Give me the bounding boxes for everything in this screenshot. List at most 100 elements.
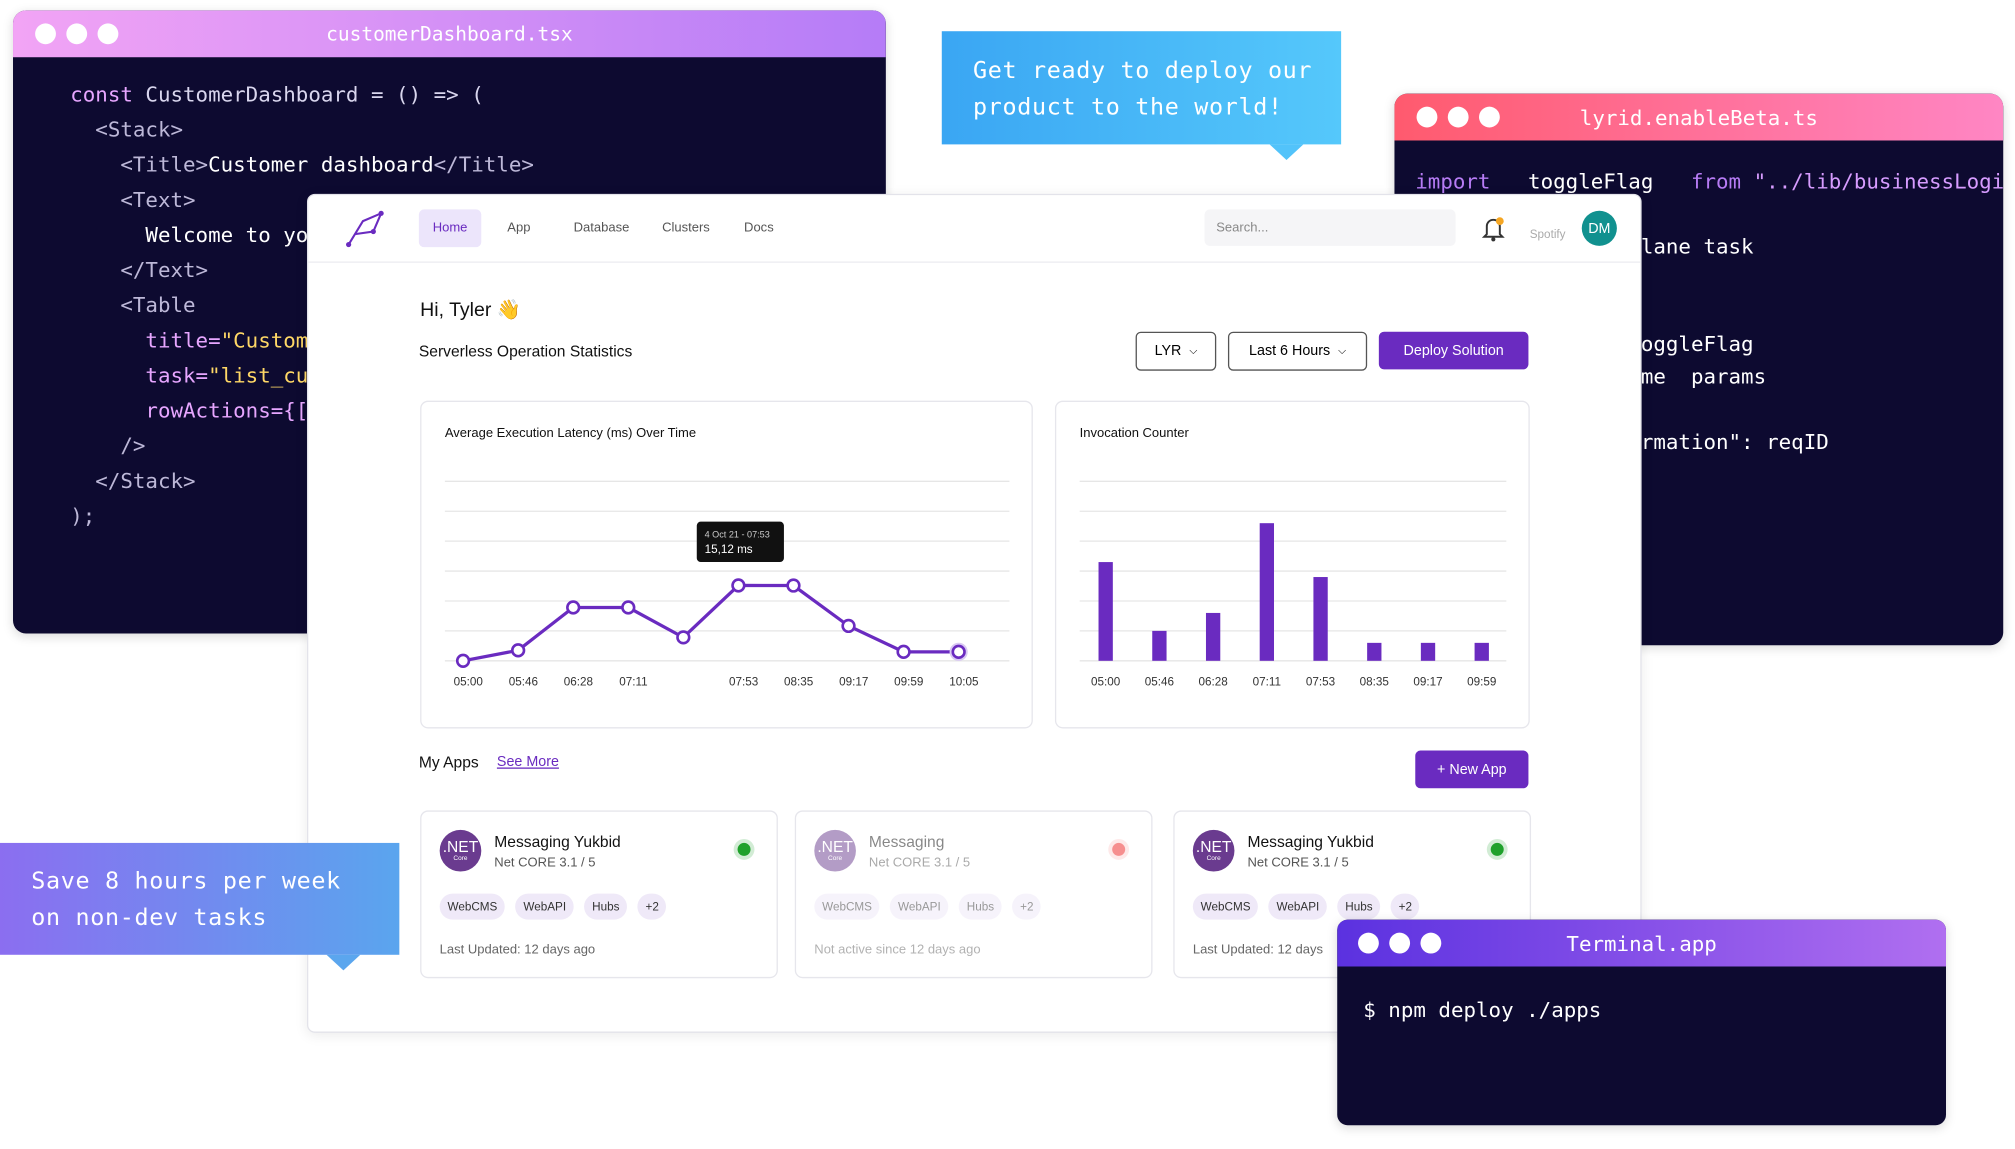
chevron: ⌵ xyxy=(1189,344,1198,357)
chart-title: Invocation Counter xyxy=(1080,425,1190,440)
bar xyxy=(1313,577,1328,661)
logo xyxy=(346,210,384,248)
chevron: ⌵ xyxy=(1338,344,1347,357)
chart: Invocation Counter 05:00 05:46 06:28 07:11 07… xyxy=(1079,425,1507,689)
code-token: Customer dashboard xyxy=(208,152,434,177)
app-footer: Last Updated: 12 days xyxy=(1192,943,1324,958)
point xyxy=(786,578,801,593)
tag: Hubs xyxy=(1337,893,1381,920)
point xyxy=(455,653,471,668)
search-box[interactable]: Search... xyxy=(1204,209,1456,246)
app-subtitle: Net CORE 3.1 / 5 xyxy=(1247,855,1349,871)
deploy-button[interactable]: Deploy Solution xyxy=(1378,331,1529,370)
icon-sub: Core xyxy=(453,854,468,863)
point xyxy=(951,644,966,659)
window-dot xyxy=(35,23,56,45)
code-token: "../lib/businessLogic" xyxy=(1741,169,2004,194)
tag: WebCMS xyxy=(439,893,506,920)
code-line: rowActions={[ xyxy=(70,398,308,423)
code-token: lane task xyxy=(1640,234,1754,259)
code-line: <Table xyxy=(70,293,195,318)
x-tick-label: 06:28 xyxy=(564,676,593,689)
nav-item[interactable]: Database xyxy=(573,221,630,236)
code-line: ); xyxy=(70,503,95,528)
title-bar: lyrid.enableBeta.ts xyxy=(1394,93,2004,141)
x-tick-label: 07:53 xyxy=(729,676,758,689)
dashboard: Home App Database Clusters Docs Search... Sp… xyxy=(306,193,1642,1033)
point xyxy=(676,630,691,645)
x-tick-label: 05:46 xyxy=(1145,676,1174,689)
time-select[interactable]: Last 6 Hours ⌵ xyxy=(1227,331,1368,371)
app-name: Messaging xyxy=(868,832,945,851)
time-label: Last 6 Hours xyxy=(1249,343,1331,360)
app-icon: .NET Core xyxy=(814,829,856,872)
bubble-text: Save 8 hours per week on non-dev tasks xyxy=(31,864,341,937)
code-line: <Stack> xyxy=(70,117,183,142)
bubble-line: on non-dev tasks xyxy=(31,904,268,932)
x-tick-label: 10:05 xyxy=(949,676,979,689)
code-token: const xyxy=(70,81,133,107)
app-content: .NET Core Messaging Net CORE 3.1 / 5 WebCMS W… xyxy=(796,812,1151,977)
code-token: title= xyxy=(70,327,221,353)
region-select[interactable]: LYR ⌵ xyxy=(1135,331,1217,371)
window-dot xyxy=(1358,932,1379,954)
app-name: Messaging Yukbid xyxy=(494,832,621,851)
x-tick-label: 05:00 xyxy=(1091,676,1121,689)
tag: WebCMS xyxy=(1192,893,1259,920)
bubble-line: Save 8 hours per week xyxy=(31,867,341,895)
bubble-line: Get ready to deploy our xyxy=(972,57,1313,85)
icon-sub: Core xyxy=(1206,854,1221,863)
tooltip-title: 4 Oct 21 - 07:53 xyxy=(705,529,770,539)
see-more-link[interactable]: See More xyxy=(496,754,559,771)
section-title: Serverless Operation Statistics xyxy=(418,342,633,361)
code-token: /> xyxy=(70,433,146,458)
code-token: </Title> xyxy=(433,152,534,177)
code-token: </Text> xyxy=(70,257,209,283)
new-app-button[interactable]: + New App xyxy=(1415,750,1529,789)
bell-icon[interactable] xyxy=(1481,215,1508,244)
code-token: ); xyxy=(70,503,96,529)
line xyxy=(462,583,959,663)
x-tick-label: 09:17 xyxy=(839,676,868,689)
bar xyxy=(1098,562,1113,661)
code-token: me params xyxy=(1640,364,1767,389)
nav-item[interactable]: App xyxy=(507,221,531,236)
app-icon: .NET Core xyxy=(1192,829,1235,872)
nav-item[interactable]: Docs xyxy=(744,221,774,236)
code-token: rmation": reqID xyxy=(1640,429,1829,454)
code-token: "list_cu xyxy=(208,362,309,388)
app-card[interactable]: .NET Core Messaging Yukbid Net CORE 3.1 / 5… xyxy=(420,810,778,979)
window-dot xyxy=(66,23,88,45)
point xyxy=(896,644,911,659)
code-token: <Title> xyxy=(70,152,209,177)
x-tick-label: 06:28 xyxy=(1199,676,1228,689)
status-dot xyxy=(1112,842,1126,856)
app-card[interactable]: .NET Core Messaging Net CORE 3.1 / 5 WebCMS W… xyxy=(794,810,1153,979)
code-token: CustomerDashboard = () => ( xyxy=(132,81,484,107)
tooltip xyxy=(696,521,784,562)
terminal-title: Terminal.app xyxy=(1566,931,1717,957)
code-token: task= xyxy=(70,362,209,388)
nav-item[interactable]: Clusters xyxy=(662,221,710,236)
avatar[interactable]: DM xyxy=(1581,210,1617,246)
app-footer: Last Updated: 12 days ago xyxy=(439,943,596,958)
code-token: toggleFlag xyxy=(1490,169,1691,194)
bar xyxy=(1367,642,1382,661)
nav-item[interactable]: Home xyxy=(418,209,482,248)
tag: WebAPI xyxy=(1268,893,1328,920)
terminal: Terminal.app $ npm deploy ./apps xyxy=(1337,919,1946,1126)
x-tick-label: 07:11 xyxy=(619,676,647,689)
x-tick-label: 09:59 xyxy=(1467,676,1496,689)
tag: +2 xyxy=(637,893,667,920)
app-icon: .NET Core xyxy=(439,829,482,872)
greeting: Hi, Tyler 👋 xyxy=(420,299,522,322)
app-footer: Not active since 12 days ago xyxy=(814,943,981,958)
window-dot xyxy=(1416,106,1438,128)
chart-title: Average Execution Latency (ms) Over Time xyxy=(445,425,696,440)
chart: Average Execution Latency (ms) Over Time… xyxy=(445,425,1010,689)
code-line: lane task xyxy=(1415,234,1754,259)
x-tick-label: 07:11 xyxy=(1253,676,1281,689)
code-line: me params xyxy=(1415,364,1766,389)
bar xyxy=(1259,523,1275,661)
